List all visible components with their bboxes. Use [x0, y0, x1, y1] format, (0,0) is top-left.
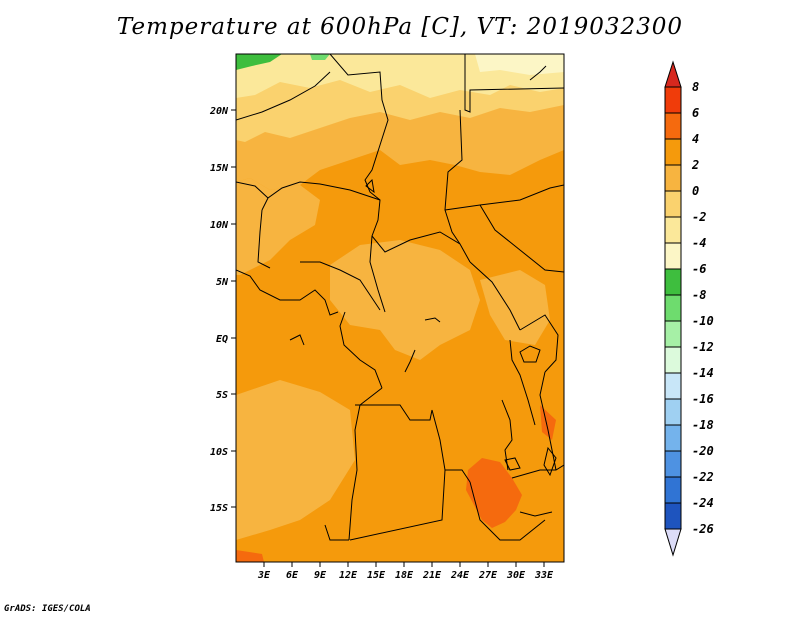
- colorbar-label: -8: [692, 288, 706, 302]
- field-band-4-to-6: [466, 458, 522, 528]
- field-band-0-to-2-central: [330, 240, 480, 360]
- y-tick-label: 20N: [209, 106, 229, 117]
- y-tick-label: 5N: [216, 277, 229, 288]
- y-tick-label: 15S: [210, 503, 228, 514]
- colorbar-label: 4: [692, 132, 699, 146]
- x-tick-label: 3E: [257, 570, 271, 581]
- field-band-0-to-2-south: [236, 380, 355, 540]
- colorbar-label: -24: [692, 496, 714, 510]
- colorbar-swatch: [664, 216, 682, 244]
- field-band-0-to-2-west: [236, 178, 320, 275]
- colorbar-swatch: [664, 268, 682, 296]
- colorbar-swatch: [664, 502, 682, 530]
- colorbar-label: 0: [692, 184, 699, 198]
- y-tick-label: 15N: [210, 163, 229, 174]
- x-tick-label: 33E: [534, 570, 554, 581]
- x-tick-label: 9E: [314, 570, 327, 581]
- x-tick-label: 12E: [339, 570, 358, 581]
- colorbar-swatch: [664, 450, 682, 478]
- x-tick-label: 27E: [478, 570, 498, 581]
- colorbar-swatch: [664, 320, 682, 348]
- colorbar-label: -14: [692, 366, 714, 380]
- colorbar-label: -22: [692, 470, 714, 484]
- colorbar-swatch: [664, 476, 682, 504]
- plot-frame: [235, 53, 565, 563]
- colorbar-label: -12: [692, 340, 714, 354]
- colorbar-label: -20: [692, 444, 714, 458]
- colorbar-swatch: [664, 190, 682, 218]
- colorbar-swatch: [664, 112, 682, 140]
- chart-title: Temperature at 600hPa [C], VT: 201903230…: [116, 14, 684, 40]
- field-band-4-to-6-south: [236, 550, 264, 562]
- colorbar: 8 6 4 2 0 -2 -4 -6 -8 -10 -12 -14 -16 -1…: [664, 60, 714, 557]
- country-borders: [236, 54, 564, 541]
- colorbar-under-triangle: [664, 528, 682, 557]
- colorbar-label: -18: [692, 418, 714, 432]
- colorbar-label: 8: [692, 80, 699, 94]
- colorbar-swatch: [664, 86, 682, 114]
- colorbar-label: -26: [692, 522, 714, 536]
- colorbar-label: 2: [691, 158, 699, 172]
- temperature-field: [236, 54, 564, 562]
- field-band-0-to-2-east: [480, 270, 550, 345]
- y-tick-label: 10N: [210, 220, 229, 231]
- credit-label: GrADS: IGES/COLA: [4, 604, 91, 614]
- x-tick-label: 15E: [367, 570, 386, 581]
- colorbar-label: -10: [692, 314, 714, 328]
- colorbar-label: -6: [692, 262, 706, 276]
- x-tick-label: 21E: [422, 570, 442, 581]
- x-axis: 3E 6E 9E 12E 15E 18E 21E 24E 27E 30E 33E: [257, 570, 554, 581]
- colorbar-over-triangle: [664, 60, 682, 88]
- field-band-minus6-to-minus4-patch: [310, 54, 330, 60]
- y-axis: 20N 15N 10N 5N EQ 5S 10S 15S: [209, 106, 229, 514]
- colorbar-label: -16: [692, 392, 714, 406]
- colorbar-swatch: [664, 164, 682, 192]
- x-tick-label: 30E: [506, 570, 526, 581]
- y-tick-label: EQ: [216, 334, 228, 345]
- colorbar-swatch: [664, 294, 682, 322]
- y-tick-label: 10S: [210, 447, 228, 458]
- x-tick-label: 24E: [450, 570, 470, 581]
- colorbar-label: -4: [692, 236, 706, 250]
- x-tick-label: 6E: [286, 570, 299, 581]
- x-tick-label: 18E: [395, 570, 414, 581]
- colorbar-label: -2: [692, 210, 706, 224]
- axis-ticks: [231, 109, 545, 567]
- field-band-minus6-to-minus4: [236, 54, 282, 70]
- y-tick-label: 5S: [216, 390, 228, 401]
- colorbar-swatch: [664, 138, 682, 166]
- colorbar-swatch: [664, 424, 682, 452]
- colorbar-swatch: [664, 398, 682, 426]
- colorbar-label: 6: [692, 106, 699, 120]
- colorbar-swatch: [664, 372, 682, 400]
- colorbar-swatch: [664, 242, 682, 270]
- colorbar-swatch: [664, 346, 682, 374]
